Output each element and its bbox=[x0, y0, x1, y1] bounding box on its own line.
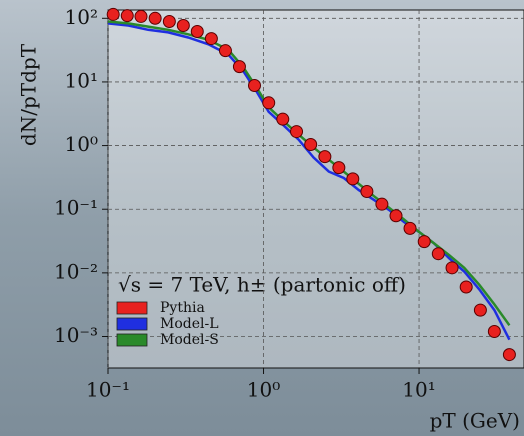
data-point bbox=[134, 9, 148, 23]
data-point bbox=[248, 78, 262, 92]
y-tick-label: 10² bbox=[65, 5, 98, 29]
data-point bbox=[502, 348, 516, 362]
data-line bbox=[107, 22, 511, 341]
y-tick-label: 10¹ bbox=[65, 68, 98, 92]
data-point bbox=[290, 125, 304, 139]
y-tick-label: 10⁻³ bbox=[54, 323, 98, 347]
data-point bbox=[332, 161, 346, 175]
annotation: √s = 7 TeV, h± (partonic off) bbox=[118, 273, 406, 297]
legend-label: Pythia bbox=[160, 300, 205, 316]
data-point bbox=[360, 184, 374, 198]
y-tick-label: 10⁻² bbox=[54, 259, 98, 283]
x-axis-label: pT (GeV) bbox=[430, 409, 520, 433]
data-point bbox=[417, 235, 431, 249]
legend-swatch bbox=[116, 333, 148, 347]
data-point bbox=[318, 150, 332, 164]
data-point bbox=[190, 25, 204, 39]
data-point bbox=[304, 137, 318, 151]
legend-label: Model-S bbox=[160, 332, 219, 348]
data-point bbox=[375, 197, 389, 211]
x-tick-label: 10⁻¹ bbox=[86, 378, 130, 402]
data-point bbox=[232, 60, 246, 74]
data-point bbox=[162, 15, 176, 29]
data-point bbox=[148, 11, 162, 25]
data-point bbox=[473, 303, 487, 317]
data-point bbox=[389, 209, 403, 223]
data-point bbox=[445, 261, 459, 275]
x-tick-label: 10⁰ bbox=[247, 378, 280, 402]
data-point bbox=[346, 172, 360, 186]
data-point bbox=[262, 96, 276, 110]
data-point bbox=[176, 19, 190, 33]
y-tick-label: 10⁻¹ bbox=[54, 196, 98, 220]
data-point bbox=[120, 9, 134, 23]
legend-swatch bbox=[116, 317, 148, 331]
data-point bbox=[431, 247, 445, 261]
data-point bbox=[487, 324, 501, 338]
x-tick-label: 10¹ bbox=[402, 378, 435, 402]
data-point bbox=[403, 221, 417, 235]
legend-swatch bbox=[116, 301, 148, 315]
y-tick-label: 10⁰ bbox=[65, 132, 98, 156]
data-point bbox=[459, 280, 473, 294]
data-point bbox=[204, 32, 218, 46]
plot-area bbox=[107, 9, 524, 369]
legend-label: Model-L bbox=[160, 316, 219, 332]
data-point bbox=[218, 44, 232, 58]
data-point bbox=[106, 7, 120, 21]
y-axis-label: dN/pTdpT bbox=[17, 43, 41, 146]
data-point bbox=[276, 112, 290, 126]
